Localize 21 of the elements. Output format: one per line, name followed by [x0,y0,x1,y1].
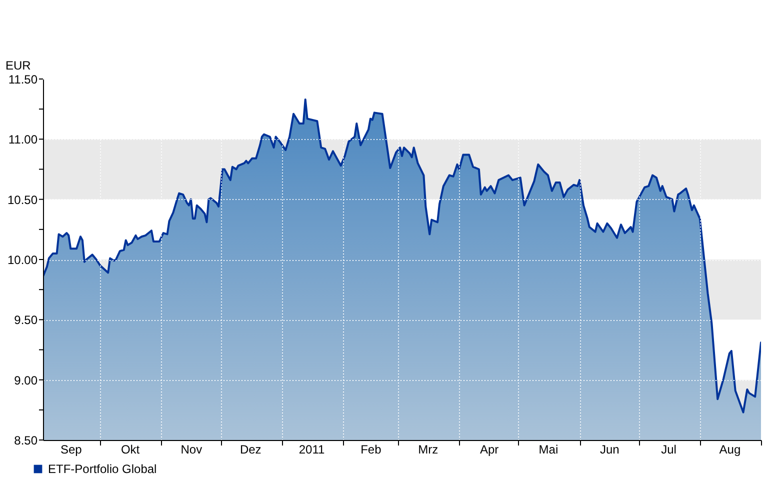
x-tick-label: 2011 [298,442,325,456]
x-tick-label: Okt [120,442,140,456]
y-tick-label: 10.50 [7,192,38,207]
x-tick-label: Apr [480,442,499,456]
x-tick-label: Aug [719,442,741,456]
y-tick-label: 11.00 [8,132,38,147]
x-tick-label: Sep [60,442,82,456]
x-tick-label: Mrz [418,442,438,456]
x-tick-label: Feb [360,442,382,456]
y-axis-title: EUR [6,58,32,72]
x-tick-label: Dez [240,442,262,456]
y-tick-label: 10.00 [7,253,38,267]
y-tick-label: 9.50 [14,313,38,328]
legend-label: ETF-Portfolio Global [48,462,157,476]
y-tick-label: 8.50 [14,434,38,448]
x-tick-label: Nov [180,442,202,456]
y-tick-label: 11.50 [8,72,38,86]
x-tick-label: Jul [661,442,676,456]
x-tick-label: Mai [538,442,558,456]
y-tick-label: 9.00 [14,373,38,388]
x-tick-label: Jun [600,442,620,456]
